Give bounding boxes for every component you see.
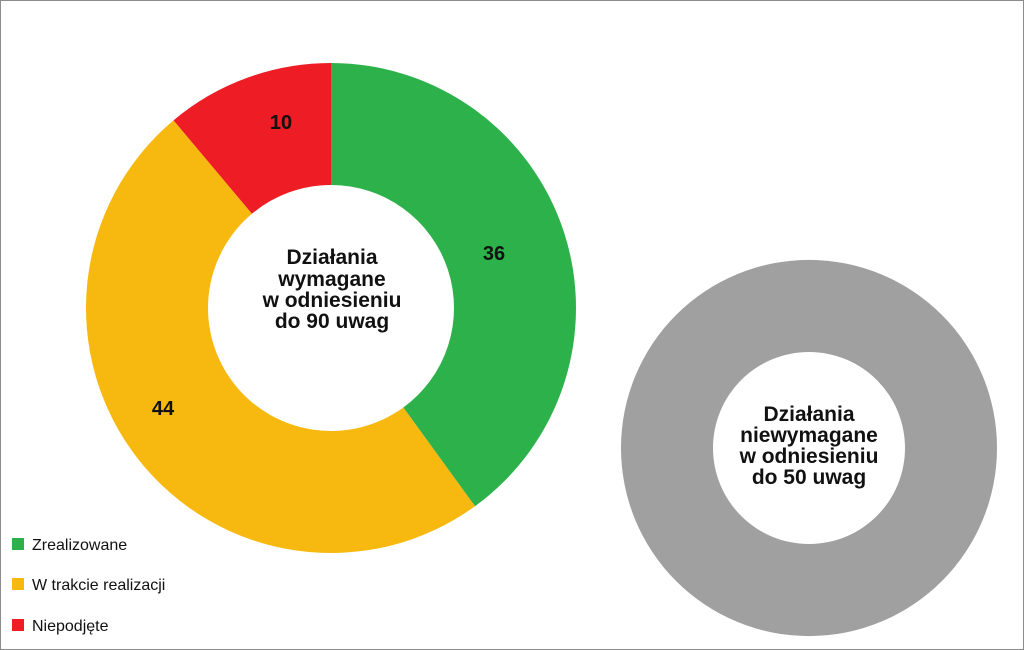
- legend: Zrealizowane W trakcie realizacji Niepod…: [12, 537, 165, 635]
- donut1-center-line-3: w odniesieniu: [262, 289, 402, 312]
- donut2-center-line-3: w odniesieniu: [739, 445, 879, 468]
- donut2-center-line-4: do 50 uwag: [752, 466, 866, 489]
- legend-swatch-zrealizowane: [12, 538, 24, 550]
- donut1-center-line-1: Działania: [286, 246, 377, 269]
- donut-chart-not-required: [620, 259, 998, 637]
- legend-label-w-trakcie-realizacji: W trakcie realizacji: [32, 577, 165, 594]
- data-label-niepodjete: 10: [270, 112, 292, 134]
- donut2-center-line-1: Działania: [763, 403, 854, 426]
- legend-label-niepodjete: Niepodjęte: [32, 618, 109, 635]
- slice-zrealizowane: [331, 63, 576, 507]
- donut1-center-line-4: do 90 uwag: [275, 310, 389, 333]
- slice-niepodjete: [173, 62, 331, 214]
- donut2-center-line-2: niewymagane: [740, 424, 878, 447]
- legend-swatch-niepodjete: [12, 619, 24, 631]
- slice-w-trakcie-realizacji: [86, 120, 476, 553]
- legend-swatch-w-trakcie-realizacji: [12, 578, 24, 590]
- donut-chart-required: 36 44 10: [86, 62, 576, 553]
- data-label-zrealizowane: 36: [483, 243, 505, 265]
- donut1-center-line-2: wymagane: [277, 268, 385, 291]
- slice-niewymagane: [620, 259, 998, 637]
- legend-label-zrealizowane: Zrealizowane: [32, 537, 127, 554]
- data-label-w-trakcie-realizacji: 44: [152, 398, 175, 420]
